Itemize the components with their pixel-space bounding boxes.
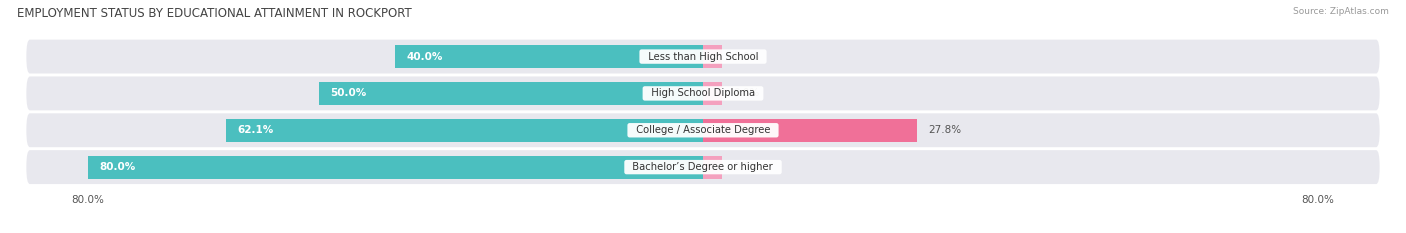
Text: 62.1%: 62.1% (238, 125, 273, 135)
Text: Bachelor’s Degree or higher: Bachelor’s Degree or higher (627, 162, 779, 172)
Bar (703, 45, 723, 68)
Bar (703, 82, 723, 105)
Text: Source: ZipAtlas.com: Source: ZipAtlas.com (1294, 7, 1389, 16)
Text: 50.0%: 50.0% (330, 88, 367, 98)
Text: 80.0%: 80.0% (100, 162, 135, 172)
Text: 0.0%: 0.0% (734, 88, 761, 98)
Bar (225, 119, 703, 142)
Text: EMPLOYMENT STATUS BY EDUCATIONAL ATTAINMENT IN ROCKPORT: EMPLOYMENT STATUS BY EDUCATIONAL ATTAINM… (17, 7, 412, 20)
FancyBboxPatch shape (27, 76, 1379, 110)
Bar (87, 156, 703, 178)
FancyBboxPatch shape (27, 113, 1379, 147)
FancyBboxPatch shape (27, 150, 1379, 184)
Bar (703, 156, 723, 178)
Text: 0.0%: 0.0% (734, 51, 761, 62)
Text: College / Associate Degree: College / Associate Degree (630, 125, 776, 135)
Bar (395, 45, 703, 68)
Text: High School Diploma: High School Diploma (645, 88, 761, 98)
Text: Less than High School: Less than High School (641, 51, 765, 62)
Bar (703, 119, 917, 142)
FancyBboxPatch shape (27, 40, 1379, 74)
Text: 0.0%: 0.0% (734, 162, 761, 172)
Text: 27.8%: 27.8% (928, 125, 962, 135)
Bar (319, 82, 703, 105)
Text: 40.0%: 40.0% (406, 51, 443, 62)
